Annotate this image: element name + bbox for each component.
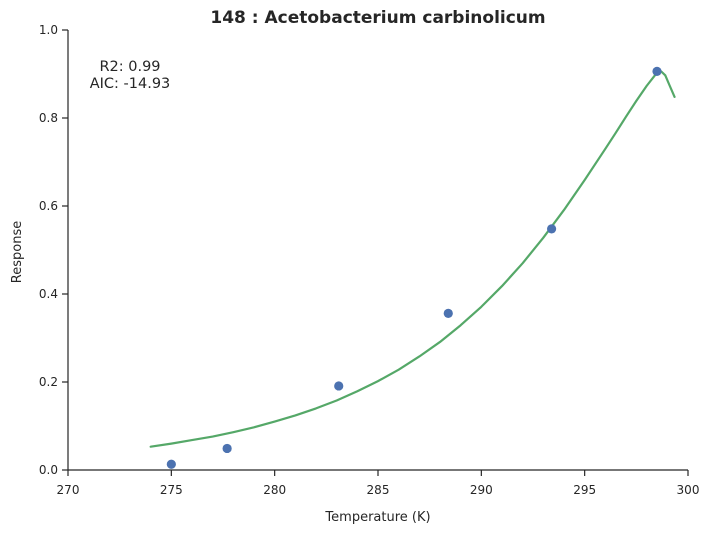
y-tick-label: 1.0: [39, 23, 58, 37]
x-tick-label: 275: [160, 483, 183, 497]
y-tick-label: 0.6: [39, 199, 58, 213]
x-tick-label: 280: [263, 483, 286, 497]
scatter-point: [443, 308, 453, 318]
aic-annotation: AIC: -14.93: [90, 76, 171, 92]
y-tick-label: 0.2: [39, 375, 58, 389]
x-axis-label: Temperature (K): [324, 510, 430, 525]
scatter-point: [222, 443, 232, 454]
chart-title: 148 : Acetobacterium carbinolicum: [210, 8, 545, 28]
r2-annotation: R2: 0.99: [99, 59, 160, 75]
scatter-point: [547, 224, 557, 234]
series-layer: [149, 66, 676, 469]
x-tick-label: 270: [57, 483, 80, 497]
scatter-point: [334, 381, 344, 391]
scatter-point: [652, 66, 662, 76]
x-tick-label: 290: [470, 483, 493, 497]
y-axis-ticks: 0.0 0.2 0.4 0.6 0.8 1.0: [39, 23, 68, 477]
scatter-point: [166, 459, 176, 469]
x-axis-ticks: 270 275 280 285 290 295 300: [57, 470, 700, 497]
fit-statistics-annotation: R2: 0.99 AIC: -14.93: [90, 59, 171, 92]
y-tick-label: 0.4: [39, 287, 58, 301]
x-tick-label: 295: [573, 483, 596, 497]
y-tick-label: 0.8: [39, 111, 58, 125]
x-tick-label: 285: [367, 483, 390, 497]
y-tick-label: 0.0: [39, 463, 58, 477]
x-tick-label: 300: [677, 483, 700, 497]
fit-curve-line: [149, 70, 676, 448]
y-axis-label: Response: [10, 221, 25, 283]
